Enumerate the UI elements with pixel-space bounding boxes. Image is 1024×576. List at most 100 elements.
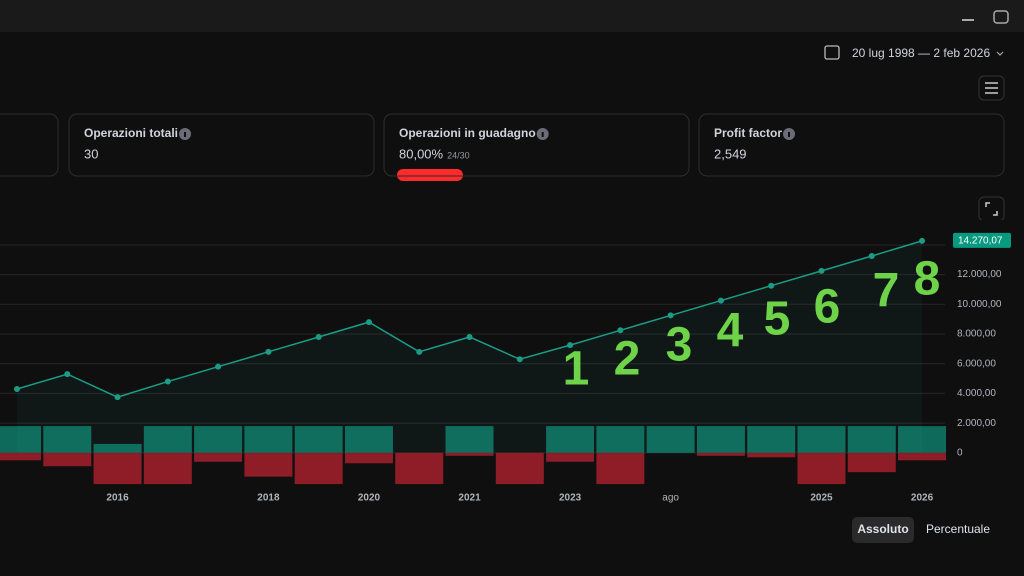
point [818, 267, 825, 274]
last-value-badge [953, 232, 1011, 248]
stat-card [68, 113, 375, 177]
bar [546, 426, 595, 453]
point [416, 348, 423, 355]
bar [294, 426, 343, 453]
bar [495, 452, 544, 485]
bar [194, 426, 243, 453]
line-area [17, 240, 923, 453]
stat-card [383, 113, 690, 177]
highlight-mark [397, 169, 463, 181]
point [265, 348, 272, 355]
x-tick-label: 2016 [106, 493, 129, 504]
y-tick-label: 12.000,00 [957, 269, 1002, 280]
point [365, 319, 372, 326]
last-value-label: 14.270,07 [958, 235, 1003, 246]
button-bg [852, 517, 914, 543]
bar [546, 452, 595, 462]
bar [143, 426, 192, 453]
point [466, 333, 473, 340]
stat-value: 2,549 [714, 146, 747, 161]
annotation-number: 7 [873, 265, 900, 318]
bar [344, 426, 393, 453]
stat-card [698, 113, 1005, 177]
annotation-number: 8 [914, 253, 941, 306]
y-tick-label: 2.000,00 [957, 418, 996, 429]
bar [696, 426, 745, 453]
x-tick-label: 2018 [257, 493, 280, 504]
point [114, 394, 121, 401]
stat-label: Operazioni totali [84, 126, 178, 140]
bar [244, 452, 293, 477]
point [717, 297, 724, 304]
x-tick-label: 2020 [358, 493, 381, 504]
bar [395, 452, 444, 485]
bar [0, 452, 41, 461]
stat-detail: 24/30 [447, 150, 470, 160]
calendar-icon [824, 45, 840, 60]
point [14, 385, 20, 392]
bar [294, 452, 343, 485]
bar [696, 452, 745, 456]
bar [93, 452, 142, 485]
bar [344, 452, 393, 464]
layout-button[interactable] [978, 75, 1005, 101]
bar [747, 452, 796, 458]
point [516, 356, 523, 363]
annotation-number: 1 [563, 343, 590, 396]
expand-icon [985, 202, 998, 216]
point [567, 342, 574, 349]
maximize-icon[interactable] [993, 10, 1009, 24]
bar [596, 452, 645, 485]
stat-label: Operazioni in guadagno [399, 126, 536, 140]
layout-icon [985, 82, 998, 94]
point [868, 253, 875, 259]
bar [43, 452, 92, 467]
bar [898, 452, 947, 461]
x-tick-label: 2026 [911, 493, 934, 504]
x-tick-label: 2021 [458, 493, 481, 504]
axis-bg [945, 220, 1024, 500]
bar [93, 443, 142, 453]
y-tick-label: 4.000,00 [957, 388, 996, 399]
x-tick-label: 2025 [810, 493, 833, 504]
bar [143, 452, 192, 485]
point [215, 363, 222, 370]
point [768, 282, 775, 289]
annotation-number: 6 [814, 281, 841, 334]
toggle-button[interactable]: Assoluto [857, 522, 908, 536]
info-icon-glyph [788, 132, 791, 137]
point [315, 333, 322, 340]
point [164, 378, 171, 385]
annotation-number: 5 [764, 293, 791, 346]
bar [847, 452, 896, 473]
info-icon-glyph [184, 132, 187, 137]
y-tick-label: 8.000,00 [957, 329, 996, 340]
expand-button[interactable] [978, 196, 1005, 222]
bar [244, 426, 293, 453]
dropdown-chevron[interactable] [996, 51, 1004, 56]
bar [194, 452, 243, 462]
point [667, 312, 674, 319]
bar [847, 426, 896, 453]
toggle-button[interactable]: Percentuale [926, 522, 990, 536]
x-tick-label: 2023 [559, 493, 582, 504]
point [919, 237, 926, 244]
stat-card [0, 113, 59, 177]
stat-label: Profit factor [714, 126, 782, 140]
date-range[interactable]: 20 lug 1998 — 2 feb 2026 [852, 46, 990, 60]
bar [898, 426, 947, 453]
x-tick-label: ago [662, 493, 679, 504]
bar [797, 452, 846, 485]
info-icon-glyph [541, 132, 544, 137]
bar [0, 426, 41, 453]
title-bar [0, 0, 1024, 32]
bar [596, 426, 645, 453]
bar [747, 426, 796, 453]
stat-value: 30 [84, 146, 98, 161]
y-tick-label: 6.000,00 [957, 358, 996, 369]
bar [43, 426, 92, 453]
bar [797, 426, 846, 453]
annotation-number: 3 [666, 319, 693, 372]
